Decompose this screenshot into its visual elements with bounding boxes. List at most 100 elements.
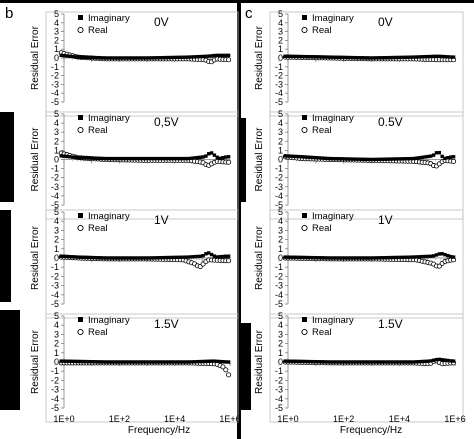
x-axis-label-b: Frequency/Hz bbox=[128, 425, 190, 436]
real-point bbox=[436, 263, 442, 269]
voltage-label: 0.5V bbox=[378, 115, 403, 129]
imaginary-point bbox=[87, 359, 92, 364]
x-tick-label: 1E+4 bbox=[389, 414, 410, 424]
imaginary-point bbox=[314, 156, 319, 160]
imaginary-point bbox=[195, 254, 200, 259]
imaginary-point bbox=[303, 155, 307, 159]
real-point bbox=[220, 364, 226, 370]
imaginary-point bbox=[155, 56, 160, 60]
imaginary-point bbox=[309, 55, 313, 59]
imaginary-point bbox=[76, 155, 80, 160]
imaginary-point bbox=[380, 56, 384, 60]
y-tick-label: -5 bbox=[275, 403, 283, 413]
imaginary-point bbox=[406, 157, 410, 161]
y-tick-label: 3 bbox=[54, 225, 59, 235]
imaginary-point bbox=[124, 56, 129, 60]
imaginary-point bbox=[389, 55, 393, 60]
y-tick-label: -4 bbox=[275, 88, 283, 98]
y-tick-label: -4 bbox=[275, 394, 283, 404]
imaginary-point bbox=[167, 255, 171, 260]
y-tick-label: -5 bbox=[51, 97, 59, 107]
imaginary-point bbox=[403, 55, 407, 59]
imaginary-point bbox=[357, 360, 362, 364]
imaginary-point bbox=[136, 256, 140, 260]
imaginary-point bbox=[417, 55, 422, 59]
imaginary-point bbox=[130, 256, 134, 260]
imaginary-point bbox=[437, 54, 442, 59]
imaginary-point bbox=[363, 56, 367, 60]
imaginary-point bbox=[221, 156, 225, 160]
imaginary-point bbox=[150, 360, 154, 364]
imaginary-point bbox=[451, 155, 456, 159]
imaginary-point bbox=[144, 256, 149, 260]
imaginary-point bbox=[289, 54, 293, 59]
legend-marker-imaginary bbox=[78, 317, 83, 322]
imaginary-point bbox=[70, 54, 75, 59]
imaginary-point bbox=[153, 360, 157, 364]
legend-label-real: Real bbox=[312, 125, 332, 136]
imaginary-point bbox=[82, 255, 86, 259]
imaginary-point bbox=[443, 54, 447, 59]
y-tick-label: -3 bbox=[275, 385, 283, 395]
imaginary-point bbox=[394, 360, 399, 364]
y-tick-label: -5 bbox=[51, 403, 59, 413]
imaginary-point bbox=[124, 156, 129, 161]
imaginary-point bbox=[283, 359, 287, 363]
imaginary-point bbox=[62, 53, 66, 58]
imaginary-point bbox=[82, 156, 86, 160]
y-tick-label: -3 bbox=[51, 79, 59, 89]
imaginary-point bbox=[391, 157, 396, 161]
y-tick-label: 4 bbox=[278, 320, 283, 330]
y-tick-label: 3 bbox=[54, 127, 59, 137]
imaginary-point bbox=[320, 256, 325, 260]
imaginary-point bbox=[352, 360, 356, 364]
imaginary-point bbox=[136, 360, 140, 364]
imaginary-point bbox=[332, 55, 336, 59]
imaginary-point bbox=[85, 55, 89, 60]
legend-label-real: Real bbox=[312, 25, 332, 36]
imaginary-point bbox=[294, 54, 299, 59]
imaginary-point bbox=[400, 157, 404, 161]
imaginary-point bbox=[320, 156, 325, 160]
imaginary-point bbox=[286, 54, 290, 58]
real-point bbox=[223, 367, 229, 373]
y-tick-label: -2 bbox=[275, 173, 283, 183]
imaginary-point bbox=[312, 359, 316, 364]
imaginary-point bbox=[79, 55, 83, 59]
imaginary-point bbox=[184, 156, 188, 161]
imaginary-point bbox=[93, 360, 97, 364]
y-tick-label: 1 bbox=[54, 145, 59, 155]
plot-area-frame bbox=[45, 209, 239, 319]
imaginary-point bbox=[332, 156, 336, 161]
imaginary-point bbox=[68, 54, 72, 58]
imaginary-point bbox=[79, 359, 83, 364]
imaginary-point bbox=[90, 156, 95, 160]
legend-label-imaginary: Imaginary bbox=[88, 315, 130, 326]
imaginary-point bbox=[121, 56, 126, 60]
imaginary-point bbox=[292, 54, 296, 59]
y-tick-label: 0 bbox=[54, 53, 59, 63]
imaginary-point bbox=[394, 255, 399, 260]
y-tick-label: 1 bbox=[278, 348, 283, 358]
imaginary-point bbox=[150, 256, 154, 260]
imaginary-point bbox=[201, 253, 205, 258]
imaginary-point bbox=[82, 359, 86, 364]
imaginary-point bbox=[201, 54, 205, 59]
imaginary-point bbox=[121, 360, 126, 364]
imaginary-point bbox=[383, 360, 387, 364]
real-point bbox=[226, 57, 232, 63]
imaginary-point bbox=[59, 254, 63, 258]
legend-marker-real bbox=[301, 224, 308, 232]
imaginary-point bbox=[85, 359, 89, 364]
plot-area-frame bbox=[45, 313, 239, 423]
y-tick-label: 1 bbox=[278, 244, 283, 254]
imaginary-point bbox=[397, 255, 402, 260]
imaginary-point bbox=[437, 252, 442, 256]
imaginary-point bbox=[158, 360, 163, 364]
imaginary-point bbox=[178, 55, 183, 59]
imaginary-point bbox=[329, 360, 333, 364]
imaginary-point bbox=[164, 55, 168, 60]
imaginary-point bbox=[423, 254, 427, 259]
y-tick-label: 5 bbox=[278, 207, 283, 217]
